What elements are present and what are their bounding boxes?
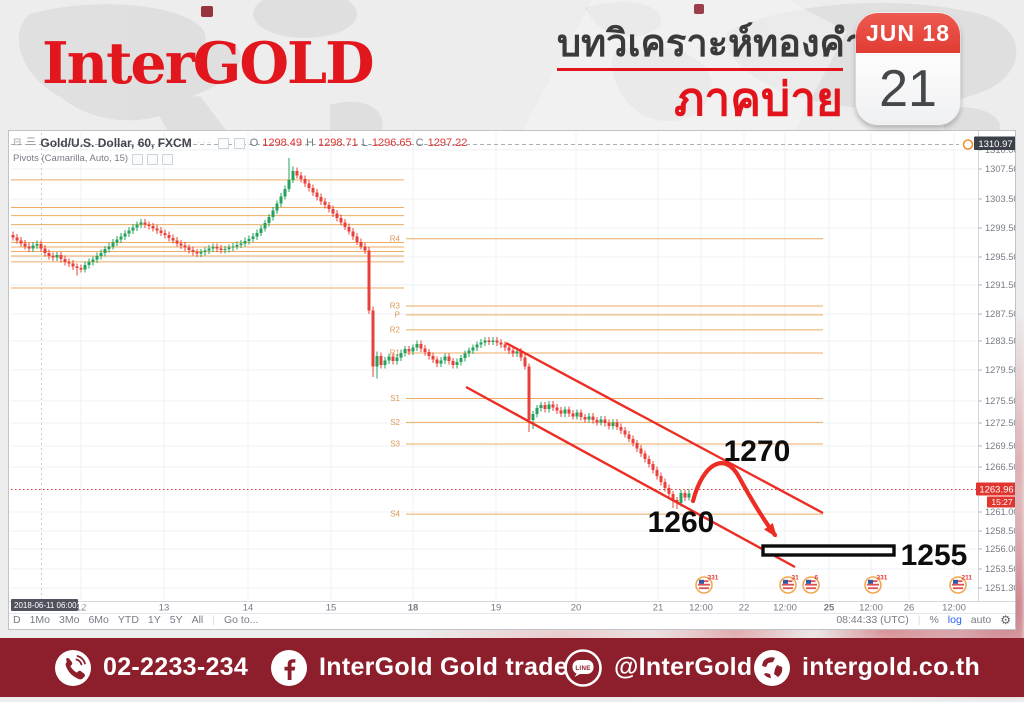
visibility-icon[interactable] bbox=[217, 137, 229, 149]
range-button-1Mo[interactable]: 1Mo bbox=[29, 613, 51, 626]
svg-text:1291.50: 1291.50 bbox=[985, 280, 1015, 290]
range-button-1Y[interactable]: 1Y bbox=[147, 613, 161, 626]
percent-scale-button[interactable]: % bbox=[929, 613, 939, 626]
line-icon: LINE bbox=[564, 648, 602, 687]
svg-text:1287.50: 1287.50 bbox=[985, 309, 1015, 319]
svg-text:P: P bbox=[395, 310, 400, 319]
report-title: บทวิเคราะห์ทองคำ bbox=[557, 23, 867, 65]
range-button-5Y[interactable]: 5Y bbox=[169, 613, 183, 626]
calendar-day-number: 21 bbox=[856, 53, 960, 125]
phone-contact: 02-2233-234 bbox=[54, 638, 248, 697]
svg-text:331: 331 bbox=[708, 575, 719, 582]
footer-contact-bar: 02-2233-234 InterGold Gold trade LINE @I… bbox=[0, 638, 1024, 697]
title-underline bbox=[557, 68, 843, 71]
axis-settings-gear-icon[interactable]: ⚙ bbox=[1000, 612, 1011, 627]
calendar-month-band: JUN 18 bbox=[856, 13, 960, 53]
toolbar-divider: | bbox=[212, 613, 215, 626]
chart-bottom-toolbar: D 1Mo 3Mo 6Mo YTD 1Y 5Y All | Go to... 08:44:33… bbox=[13, 612, 1011, 627]
brand-logo: InterGOLD bbox=[42, 30, 375, 97]
log-scale-button[interactable]: log bbox=[947, 613, 962, 626]
svg-text:31: 31 bbox=[792, 575, 800, 582]
svg-text:R4: R4 bbox=[390, 234, 401, 243]
chart-legend: ⊟ ☰ Gold/U.S. Dollar, 60, FXCM ··· O 1298… bbox=[13, 136, 467, 166]
svg-text:331: 331 bbox=[877, 575, 888, 582]
indicator-settings-icon[interactable] bbox=[147, 153, 159, 165]
globe-icon bbox=[754, 649, 790, 686]
svg-text:1295.50: 1295.50 bbox=[985, 252, 1015, 262]
svg-text:1261.00: 1261.00 bbox=[985, 507, 1015, 517]
annotation-level: 1260 bbox=[648, 506, 715, 539]
svg-text:S1: S1 bbox=[390, 394, 400, 403]
utc-clock[interactable]: 08:44:33 (UTC) bbox=[836, 613, 909, 626]
indicator-close-icon[interactable] bbox=[162, 153, 174, 165]
calendar-icon: JUN 18 21 bbox=[856, 13, 960, 125]
symbol-title[interactable]: Gold/U.S. Dollar, 60, FXCM bbox=[40, 136, 192, 150]
svg-text:R1: R1 bbox=[390, 348, 401, 357]
auto-scale-button[interactable]: auto bbox=[970, 613, 992, 626]
svg-text:1256.00: 1256.00 bbox=[985, 544, 1015, 554]
svg-text:1283.50: 1283.50 bbox=[985, 336, 1015, 346]
svg-text:S2: S2 bbox=[390, 418, 400, 427]
phone-number: 02-2233-234 bbox=[103, 653, 249, 681]
crosshair-date-text: 2018-06-11 06:00:00 bbox=[14, 601, 88, 610]
settings-icon[interactable] bbox=[233, 137, 245, 149]
svg-text:1251.30: 1251.30 bbox=[985, 583, 1015, 593]
svg-text:R3: R3 bbox=[390, 301, 401, 310]
header: InterGOLD บทวิเคราะห์ทองคำ ภาคบ่าย JUN 1… bbox=[0, 0, 1024, 130]
indicator-title[interactable]: Pivots (Camarilla, Auto, 15) bbox=[13, 153, 129, 164]
facebook-contact: InterGold Gold trade bbox=[270, 638, 568, 697]
line-contact: LINE @InterGold bbox=[563, 638, 753, 697]
svg-text:1279.50: 1279.50 bbox=[985, 365, 1015, 375]
svg-text:1299.50: 1299.50 bbox=[985, 223, 1015, 233]
svg-text:1272.50: 1272.50 bbox=[985, 418, 1015, 428]
countdown-clock-icon[interactable] bbox=[962, 139, 974, 150]
svg-text:1303.50: 1303.50 bbox=[985, 194, 1015, 204]
price-chart[interactable]: R4 R3P R2 R1 S1 S2 S3 S4 1270 1260 1255 331 31 6 3… bbox=[9, 131, 1015, 629]
line-id: @InterGold bbox=[614, 653, 753, 681]
svg-text:1275.50: 1275.50 bbox=[985, 396, 1015, 406]
svg-text:1258.50: 1258.50 bbox=[985, 526, 1015, 536]
range-button-3Mo[interactable]: 3Mo bbox=[59, 613, 80, 626]
support-zone-box[interactable] bbox=[761, 544, 896, 557]
range-buttons: D 1Mo 3Mo 6Mo YTD 1Y 5Y All bbox=[13, 614, 203, 626]
range-button-6Mo[interactable]: 6Mo bbox=[88, 613, 109, 626]
svg-text:1307.50: 1307.50 bbox=[985, 164, 1015, 174]
trading-chart-panel[interactable]: R4 R3 P R2 R1 S1 S2 S3 S4 1270 1260 1255 331 31 6 3… bbox=[8, 130, 1016, 630]
legend-dashes: ··· bbox=[196, 137, 213, 148]
svg-text:211: 211 bbox=[962, 575, 973, 582]
goto-button[interactable]: Go to... bbox=[224, 613, 259, 626]
svg-text:1253.50: 1253.50 bbox=[985, 564, 1015, 574]
report-title-block: บทวิเคราะห์ทองคำ ภาคบ่าย bbox=[557, 22, 867, 125]
toolbar-divider: | bbox=[917, 613, 921, 626]
website-contact: intergold.co.th bbox=[753, 638, 980, 697]
annotation-resistance: 1270 bbox=[724, 435, 791, 468]
svg-text:1269.50: 1269.50 bbox=[985, 441, 1015, 451]
website-url: intergold.co.th bbox=[802, 653, 981, 681]
svg-text:6: 6 bbox=[815, 575, 819, 582]
phone-icon bbox=[55, 649, 91, 686]
high-price-badge-text: 1310.97 bbox=[978, 139, 1012, 150]
report-session-label: ภาคบ่าย bbox=[674, 73, 843, 125]
range-button-All[interactable]: All bbox=[191, 613, 204, 626]
collapse-icon[interactable]: ⊟ bbox=[13, 137, 22, 148]
facebook-icon bbox=[271, 649, 307, 686]
ohlc-readout: O 1298.49 H 1298.71 L 1296.65 C 1297.22 bbox=[249, 137, 468, 149]
facebook-page-name: InterGold Gold trade bbox=[319, 653, 569, 681]
series-menu-icon[interactable]: ☰ bbox=[26, 137, 36, 148]
last-price-badge-text: 1263.96 bbox=[979, 485, 1013, 496]
svg-text:S4: S4 bbox=[390, 510, 400, 519]
svg-text:S3: S3 bbox=[390, 439, 400, 448]
svg-text:LINE: LINE bbox=[575, 664, 590, 671]
svg-text:R2: R2 bbox=[390, 325, 401, 334]
indicator-visibility-icon[interactable] bbox=[132, 153, 144, 165]
range-button-D[interactable]: D bbox=[13, 613, 21, 626]
annotation-target: 1255 bbox=[901, 539, 968, 572]
svg-text:1266.50: 1266.50 bbox=[985, 462, 1015, 472]
range-button-YTD[interactable]: YTD bbox=[117, 613, 139, 626]
bar-countdown-text: 15:27 bbox=[991, 497, 1013, 507]
